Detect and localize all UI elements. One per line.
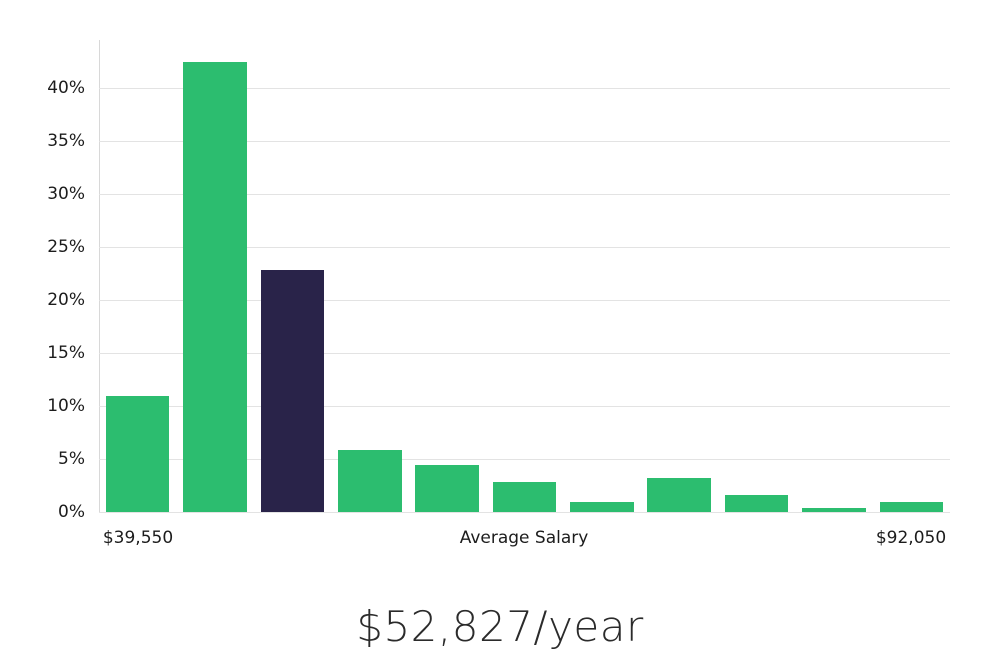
gridline — [99, 299, 950, 301]
x-axis-label-min-salary: $39,550 — [102, 528, 174, 548]
gridline — [99, 87, 950, 89]
bar — [802, 507, 866, 512]
y-axis-line — [99, 40, 100, 513]
bar — [879, 502, 944, 512]
bar — [570, 502, 634, 512]
gridline — [99, 458, 950, 460]
y-tick-label: 20% — [47, 289, 85, 310]
gridline — [99, 352, 950, 354]
bar — [105, 396, 170, 512]
bar — [647, 478, 711, 512]
y-tick-label: 15% — [47, 342, 85, 363]
y-tick-label: 30% — [47, 183, 85, 204]
gridline — [99, 193, 950, 195]
gridline — [99, 405, 950, 407]
y-tick-label: 35% — [47, 130, 85, 151]
y-tick-label: 5% — [58, 448, 85, 469]
y-axis-tick-labels: 0% 5% 10% 15% 20% 25% 30% 35% 40% — [0, 40, 85, 522]
bar — [492, 482, 557, 512]
gridline — [99, 246, 950, 248]
average-salary-caption: $52,827/year — [356, 602, 644, 651]
bar — [724, 495, 789, 512]
gridline — [99, 140, 950, 142]
x-axis-label-average-salary: Average Salary — [459, 528, 589, 548]
y-tick-label: 0% — [58, 502, 85, 522]
plot-area — [99, 40, 950, 513]
bar — [183, 62, 247, 512]
x-axis-labels: $39,550 Average Salary $92,050 — [0, 528, 1000, 554]
bar — [415, 465, 479, 512]
y-tick-label: 25% — [47, 236, 85, 257]
gridline — [99, 512, 950, 513]
y-tick-label: 40% — [47, 77, 85, 98]
bar-highlighted-average — [260, 270, 325, 512]
y-tick-label: 10% — [47, 395, 85, 416]
bar — [338, 450, 402, 512]
x-axis-label-max-salary: $92,050 — [875, 528, 947, 548]
